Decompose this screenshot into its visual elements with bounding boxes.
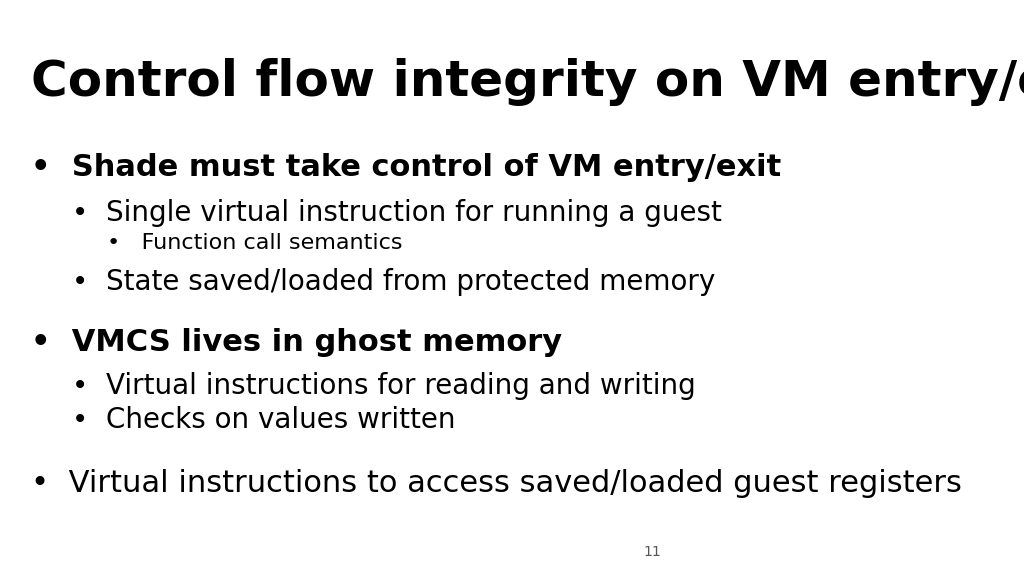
Text: •  Checks on values written: • Checks on values written [73,406,456,434]
Text: •  VMCS lives in ghost memory: • VMCS lives in ghost memory [31,328,562,357]
Text: 11: 11 [643,545,660,559]
Text: •  Single virtual instruction for running a guest: • Single virtual instruction for running… [73,199,722,227]
Text: •  Virtual instructions to access saved/loaded guest registers: • Virtual instructions to access saved/l… [31,469,962,498]
Text: •  State saved/loaded from protected memory: • State saved/loaded from protected memo… [73,268,716,296]
Text: Control flow integrity on VM entry/exit: Control flow integrity on VM entry/exit [31,58,1024,105]
Text: •   Function call semantics: • Function call semantics [106,233,402,253]
Text: •  Shade must take control of VM entry/exit: • Shade must take control of VM entry/ex… [31,153,781,181]
Text: •  Virtual instructions for reading and writing: • Virtual instructions for reading and w… [73,372,696,400]
